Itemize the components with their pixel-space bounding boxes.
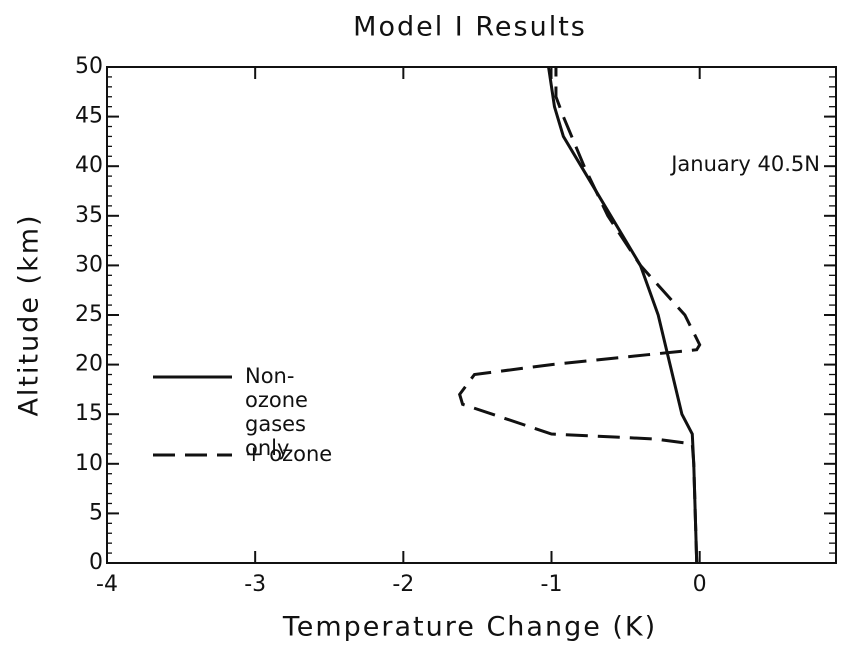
y-tick-label: 30 [75,252,103,277]
legend-label: + ozone [245,442,333,466]
y-tick-label: 10 [75,451,103,476]
y-tick-label: 35 [75,203,103,228]
y-tick-label: 45 [75,104,103,129]
x-tick-label: -1 [541,572,563,597]
y-tick-label: 0 [89,550,103,575]
x-tick-label: -2 [392,572,414,597]
chart-title: Model I Results [353,12,587,43]
x-axis-label: Temperature Change (K) [282,612,657,643]
annotation: January 40.5N [669,152,820,176]
x-tick-label: 0 [693,572,707,597]
y-tick-label: 40 [75,153,103,178]
y-tick-label: 15 [75,401,103,426]
y-tick-label: 50 [75,54,103,79]
x-tick-label: -4 [96,572,118,597]
profile-line [457,67,702,564]
y-tick-label: 25 [75,302,103,327]
legend-label: Non-ozone gases only [245,364,308,460]
x-tick-label: -3 [244,572,266,597]
y-axis-label: Altitude (km) [14,213,45,416]
y-tick-label: 20 [75,352,103,377]
plot-frame [106,66,837,564]
y-tick-label: 5 [89,500,103,525]
profile-line [547,66,699,564]
